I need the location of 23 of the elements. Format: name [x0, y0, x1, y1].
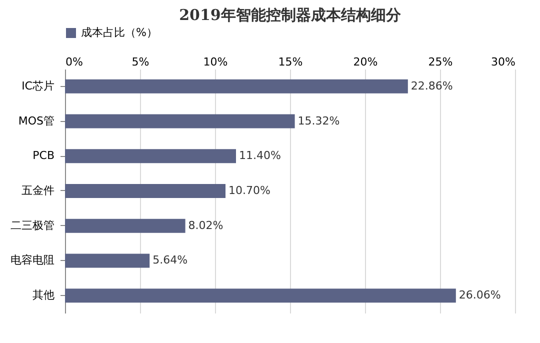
y-tick-label: 其他	[32, 288, 54, 302]
y-tick-label: MOS管	[18, 114, 54, 128]
x-tick-label: 30%	[491, 56, 516, 68]
data-label: 8.02%	[188, 218, 224, 232]
data-label: 22.86%	[410, 79, 453, 92]
x-tick-label: 25%	[428, 56, 453, 68]
data-label: 15.32%	[298, 114, 340, 128]
x-tick-label: 5%	[132, 56, 150, 68]
y-tick-label: 五金件	[22, 184, 54, 197]
x-tick-label: 15%	[278, 56, 303, 68]
legend-label: 成本占比（%）	[81, 26, 158, 39]
data-label: 5.64%	[152, 254, 188, 267]
x-tick-label: 0%	[66, 56, 83, 68]
chart-title: 2019年智能控制器成本结构细分	[179, 6, 402, 24]
y-tick-label: 二三极管	[10, 218, 54, 232]
x-tick-label: 20%	[353, 56, 378, 68]
y-tick-label: PCB	[32, 149, 54, 162]
x-tick-label: 10%	[203, 56, 228, 68]
data-label: 11.40%	[239, 149, 281, 162]
y-tick-label: 电容电阻	[10, 254, 54, 267]
data-label: 10.70%	[228, 184, 270, 197]
y-tick-label: IC芯片	[22, 79, 54, 92]
data-label: 26.06%	[458, 288, 501, 302]
